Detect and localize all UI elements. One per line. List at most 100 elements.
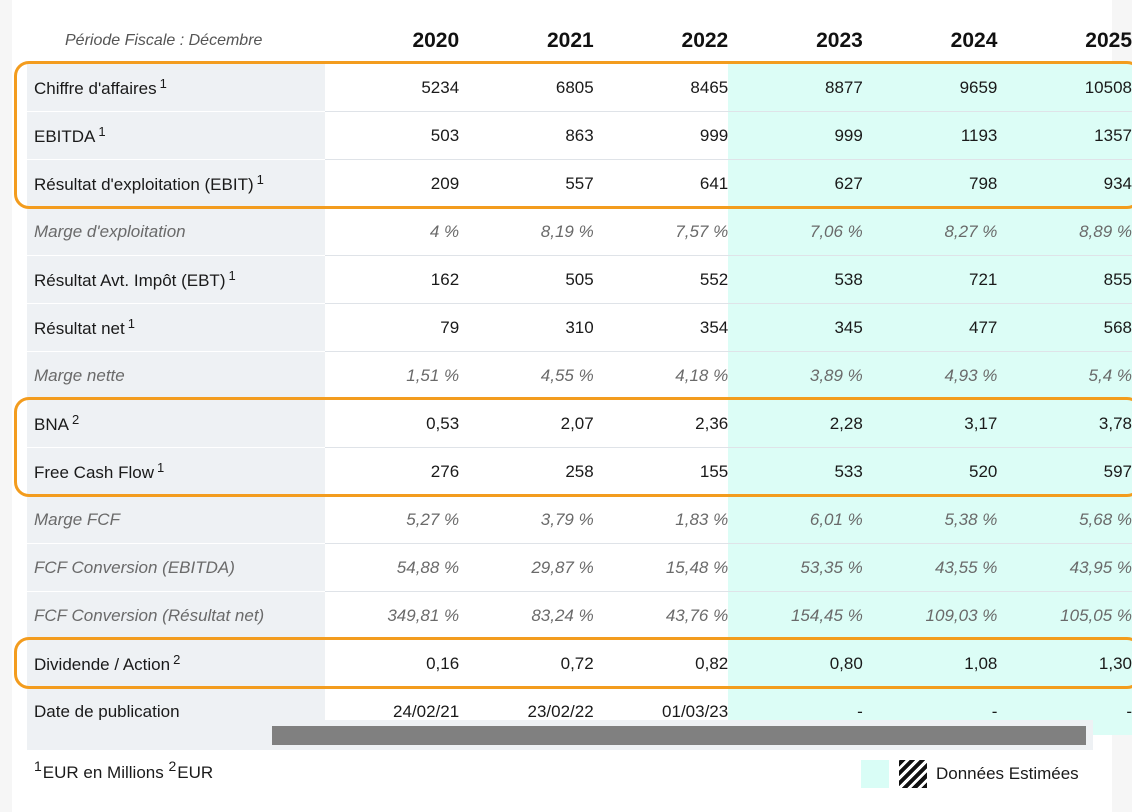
row-label: EBITDA 1 bbox=[27, 111, 325, 160]
value-cell: 8877 bbox=[728, 64, 863, 112]
value-cell: 505 bbox=[459, 255, 594, 304]
year-header: 2024 bbox=[950, 28, 998, 52]
value-cell: 0,53 bbox=[324, 399, 460, 448]
value-cell: 276 bbox=[324, 447, 460, 496]
row-label: Marge nette bbox=[27, 351, 325, 400]
value-cell: 1357 bbox=[997, 111, 1132, 160]
table-row: Résultat d'exploitation (EBIT) 1 209 557 641… bbox=[27, 159, 1132, 208]
value-cell: 4,55 % bbox=[459, 351, 594, 400]
year-header: 2023 bbox=[816, 28, 863, 52]
value-cell: 552 bbox=[593, 255, 729, 304]
row-label-text: Marge FCF bbox=[34, 509, 120, 529]
value-cell: 3,79 % bbox=[459, 495, 594, 544]
year-header: 2025 bbox=[1085, 28, 1132, 52]
row-label: Marge FCF bbox=[27, 495, 325, 544]
value-cell: 155 bbox=[593, 447, 729, 496]
value-cell: 0,16 bbox=[324, 639, 460, 688]
row-label-text: Marge nette bbox=[34, 365, 125, 385]
unit-footnote-marker: 1 bbox=[228, 268, 236, 283]
value-cell: 2,07 bbox=[459, 399, 594, 448]
financial-table: Période Fiscale : Décembre 2020 2021 202… bbox=[27, 17, 1132, 735]
scrollbar-thumb[interactable] bbox=[272, 726, 1086, 745]
row-label: Chiffre d'affaires 1 bbox=[27, 64, 325, 112]
value-cell: 258 bbox=[459, 447, 594, 496]
value-cell: 15,48 % bbox=[593, 543, 729, 592]
value-cell: 5,38 % bbox=[862, 495, 998, 544]
row-label: Free Cash Flow 1 bbox=[27, 447, 325, 496]
row-label-text: Free Cash Flow bbox=[34, 463, 154, 482]
hatched-swatch-icon bbox=[899, 760, 927, 788]
unit-footnote-marker: 2 bbox=[173, 652, 181, 667]
value-cell: 934 bbox=[997, 159, 1132, 208]
value-cell: 3,17 bbox=[862, 399, 998, 448]
units-footnote: 1EUR en Millions 2EUR bbox=[34, 758, 213, 783]
table-row: Marge d'exploitation 4 % 8,19 % 7,57 % 7,06 … bbox=[27, 207, 1132, 256]
value-cell: 349,81 % bbox=[324, 591, 460, 640]
value-cell: 0,82 bbox=[593, 639, 729, 688]
table-row: Marge nette 1,51 % 4,55 % 4,18 % 3,89 % 4,93 … bbox=[27, 351, 1132, 400]
row-label-text: Résultat Avt. Impôt (EBT) bbox=[34, 271, 226, 290]
value-cell: 999 bbox=[593, 111, 729, 160]
value-cell: 0,80 bbox=[728, 639, 863, 688]
value-cell: 10508 bbox=[997, 64, 1132, 112]
value-cell: 53,35 % bbox=[728, 543, 863, 592]
unit-footnote-marker: 1 bbox=[98, 124, 106, 139]
value-cell: 01/03/23 bbox=[662, 701, 729, 721]
footnote-marker: 2 bbox=[168, 758, 177, 774]
footnote-text: EUR bbox=[177, 763, 214, 782]
value-cell: 4,93 % bbox=[862, 351, 998, 400]
footnote-marker: 1 bbox=[34, 758, 42, 774]
row-label-text: BNA bbox=[34, 415, 69, 434]
value-cell: 8,19 % bbox=[459, 207, 594, 256]
row-label: Résultat net 1 bbox=[27, 303, 325, 352]
value-cell: 3,78 bbox=[997, 399, 1132, 448]
value-cell: 7,06 % bbox=[728, 207, 863, 256]
row-label: Résultat Avt. Impôt (EBT) 1 bbox=[27, 255, 325, 304]
table-row: FCF Conversion (EBITDA) 54,88 % 29,87 % 15,… bbox=[27, 543, 1132, 592]
value-cell: 209 bbox=[324, 159, 460, 208]
value-cell: 24/02/21 bbox=[392, 701, 460, 721]
unit-footnote-marker: 1 bbox=[156, 460, 165, 475]
value-cell: 4 % bbox=[324, 207, 460, 256]
value-cell: 721 bbox=[862, 255, 998, 304]
value-cell: 4,18 % bbox=[593, 351, 729, 400]
value-cell: 503 bbox=[324, 111, 460, 160]
row-label: BNA 2 bbox=[27, 399, 325, 448]
value-cell: 54,88 % bbox=[324, 543, 460, 592]
value-cell: 8465 bbox=[593, 64, 729, 112]
unit-footnote-marker: 1 bbox=[159, 76, 167, 91]
legend-label: Données Estimées bbox=[936, 764, 1079, 783]
row-label-text: Date de publication bbox=[34, 701, 180, 721]
row-label-text: FCF Conversion (EBITDA) bbox=[34, 557, 235, 577]
table-row: EBITDA 1 503 863 999 999 1193 1357 bbox=[27, 111, 1132, 160]
year-header: 2022 bbox=[681, 28, 729, 52]
value-cell: 23/02/22 bbox=[527, 701, 594, 721]
value-cell: 5,27 % bbox=[324, 495, 460, 544]
value-cell: 477 bbox=[862, 303, 998, 352]
row-label: Marge d'exploitation bbox=[27, 207, 325, 256]
value-cell: 999 bbox=[728, 111, 863, 160]
table-row: Chiffre d'affaires 1 5234 6805 8465 8877 9659 1… bbox=[27, 64, 1132, 112]
table-row: Marge FCF 5,27 % 3,79 % 1,83 % 6,01 % 5,38 % 5… bbox=[27, 495, 1132, 544]
value-cell: 79 bbox=[324, 303, 460, 352]
value-cell: 520 bbox=[862, 447, 998, 496]
value-cell: 855 bbox=[997, 255, 1132, 304]
value-cell: 3,89 % bbox=[728, 351, 863, 400]
unit-footnote-marker: 1 bbox=[127, 316, 135, 331]
row-label: FCF Conversion (Résultat net) bbox=[27, 591, 325, 640]
value-cell: 538 bbox=[728, 255, 863, 304]
row-label-text: Dividende / Action bbox=[34, 655, 171, 674]
value-cell: 1,30 bbox=[997, 639, 1132, 688]
horizontal-scrollbar[interactable] bbox=[27, 720, 1093, 750]
value-cell: 43,95 % bbox=[997, 543, 1132, 592]
value-cell: 5,4 % bbox=[997, 351, 1132, 400]
estimated-swatch-icon bbox=[861, 760, 889, 788]
value-cell: 310 bbox=[459, 303, 594, 352]
value-cell: 154,45 % bbox=[728, 591, 863, 640]
fiscal-period-label: Période Fiscale : Décembre bbox=[65, 31, 263, 49]
table-row: Résultat Avt. Impôt (EBT) 1 162 505 552 538 72… bbox=[27, 255, 1132, 304]
value-cell: 1,83 % bbox=[593, 495, 729, 544]
table-row: Free Cash Flow 1 276 258 155 533 520 597 bbox=[27, 447, 1132, 496]
year-header: 2021 bbox=[546, 28, 594, 52]
value-cell: 5234 bbox=[324, 64, 460, 112]
